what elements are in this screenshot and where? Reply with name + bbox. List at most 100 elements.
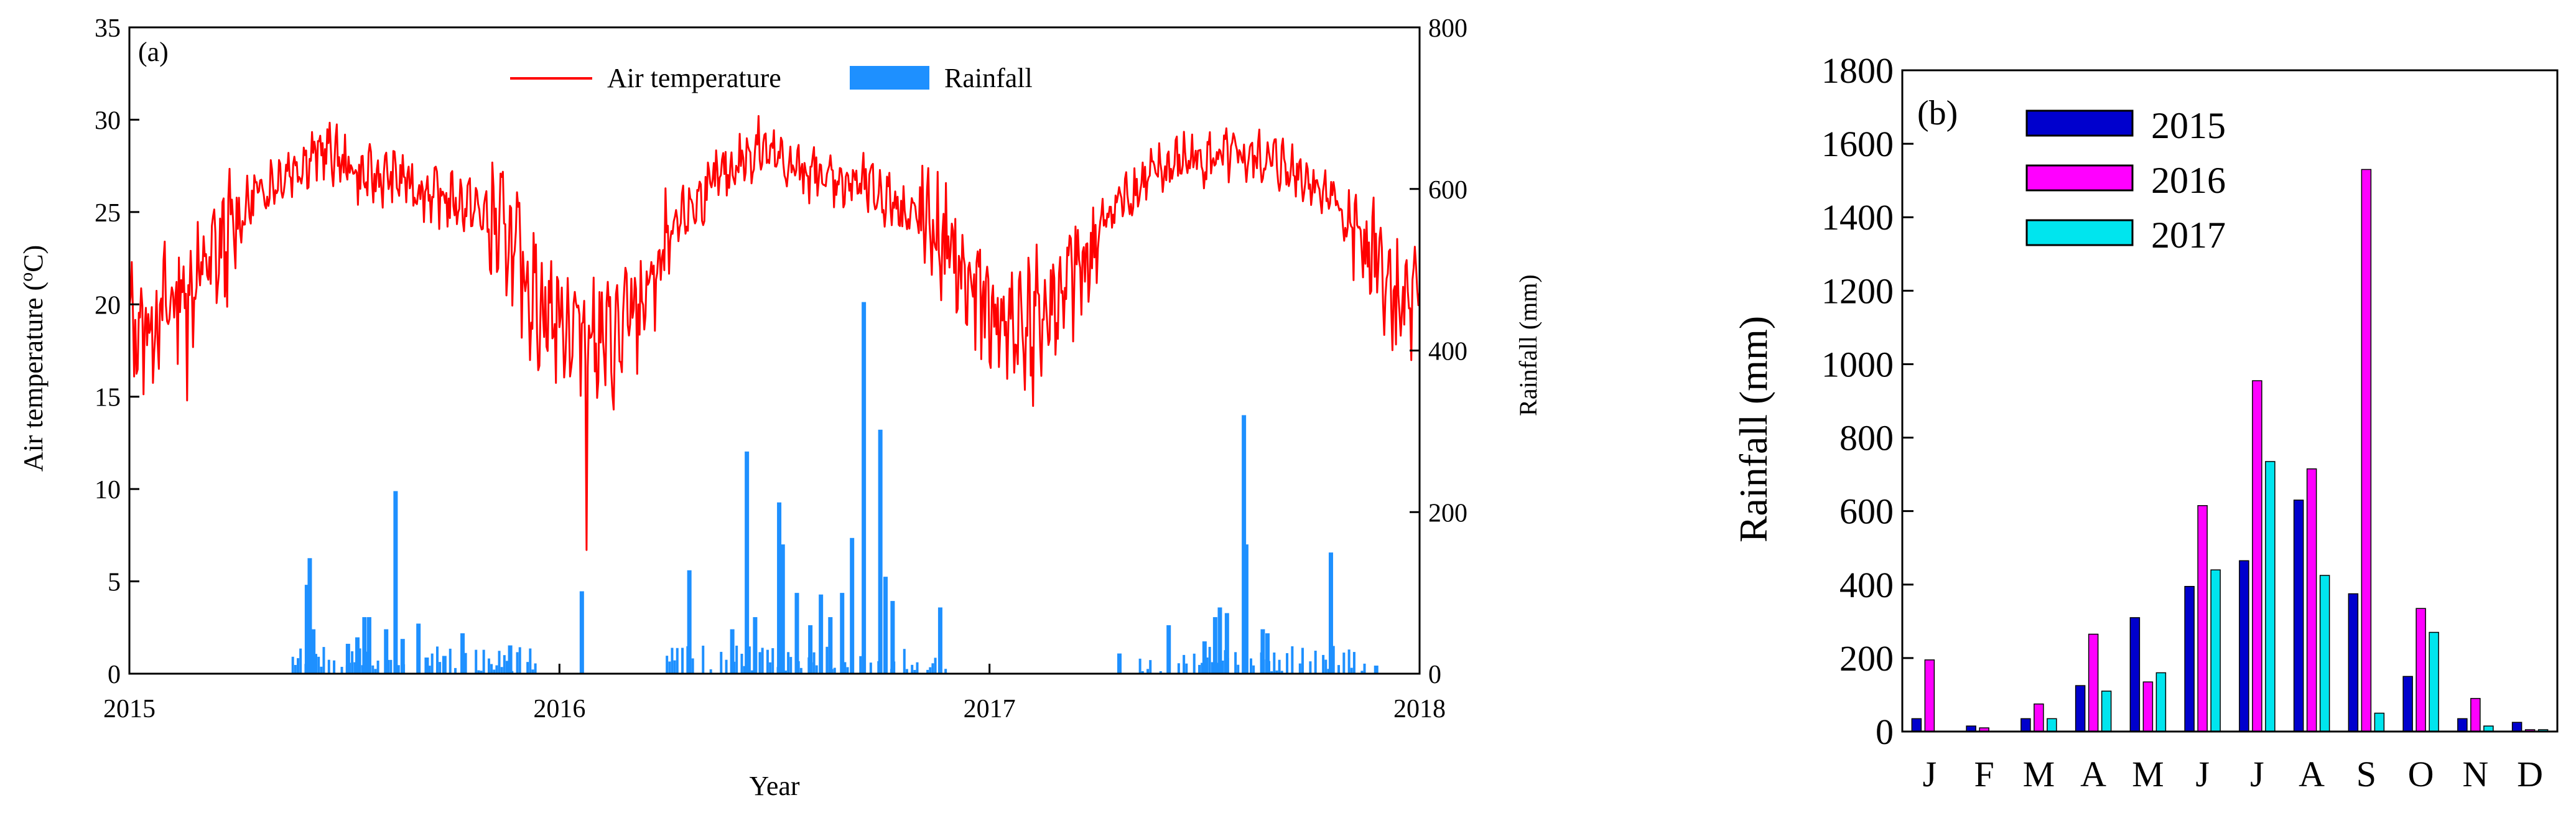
rainfall-bar [761,648,764,674]
rainfall-bar [769,662,772,674]
rainfall-bar [1219,662,1222,674]
panel-b-label: (b) [1917,94,1958,132]
bar-2016 [2416,608,2426,732]
rainfall-bar [1324,659,1328,674]
panel-a-axes: 0 5 10 15 20 25 30 35 0 200 400 600 800 2015 2016 2017 2… [95,14,1467,723]
rainfall-bar [859,656,862,674]
rainfall-bar [819,594,824,674]
rainfall-bar [748,646,751,674]
left-y-tick-label: 35 [95,14,121,43]
rainfall-bar [529,648,532,674]
rainfall-bar [681,648,684,674]
rainfall-bar [304,585,309,674]
bar-2017 [2210,569,2221,732]
legend-rainfall-swatch [850,66,929,90]
legend-rainfall-label: Rainfall [944,63,1033,93]
rainfall-bar [291,656,294,674]
rainfall-bar [934,658,937,674]
rainfall-bar [511,671,514,674]
left-axis-title-part2: C) [18,245,49,272]
rainfall-bar [735,645,738,674]
rainfall-bar [830,669,834,674]
rainfall-bar [356,647,359,674]
panel-a-temperature-rainfall-chart: 0 5 10 15 20 25 30 35 0 200 400 600 800 2015 2016 2017 2… [16,14,1542,801]
bar-2015 [2129,617,2141,732]
rainfall-bar [518,647,521,674]
rainfall-bar [828,617,833,674]
rainfall-bar [751,670,754,674]
rainfall-bar [911,664,914,674]
rainfall-bar [374,669,377,674]
panel-b-y-tick-label: 1800 [1821,50,1894,91]
bar-2017 [2319,575,2330,732]
rainfall-bar [913,669,916,674]
temperature-line [128,115,1421,551]
bar-2015 [2402,676,2413,732]
rainfall-bar [890,601,895,674]
rainfall-bar [307,558,312,674]
panel-a-x-axis-title: Year [749,771,799,801]
rainfall-bar [1301,648,1304,674]
rainfall-bar [1347,649,1351,674]
rainfall-bar [1273,652,1276,674]
right-y-tick-label: 0 [1428,661,1441,689]
rainfall-bar [893,661,896,674]
rainfall-bar [862,302,867,674]
rainfall-bar [733,661,736,674]
rainfall-bar [673,660,676,674]
rainfall-bar [745,663,748,674]
rainfall-bar [353,662,356,674]
rainfall-series [291,302,1379,674]
rainfall-bar [1138,658,1142,674]
rainfall-bar [776,667,779,674]
rainfall-bar [1201,662,1204,674]
rainfall-bar [294,664,297,674]
rainfall-bar [771,648,774,674]
rainfall-bar [1278,659,1281,674]
rainfall-bar [671,648,674,674]
panel-b-y-tick-label: 0 [1876,712,1894,752]
rainfall-bar [1262,659,1265,674]
rainfall-bar [1206,657,1209,674]
legend-2017-label: 2017 [2151,215,2226,256]
rainfall-bar [498,651,501,674]
rainfall-bar [1249,658,1252,674]
rainfall-bar [435,646,439,674]
rainfall-bar [939,656,942,674]
rainfall-bar [687,570,692,674]
rainfall-bar [1208,646,1211,674]
month-label: N [2462,754,2488,794]
left-y-tick-label: 5 [108,569,121,597]
panel-b-y-tick-label: 1600 [1821,124,1894,164]
legend-2016-label: 2016 [2151,160,2226,201]
legend-2016-swatch [2025,164,2134,192]
rainfall-bar [487,658,490,674]
rainfall-bar [1322,654,1325,674]
bar-2016 [2197,505,2208,732]
rainfall-bar [348,662,351,674]
panel-a-right-axis-title: Rainfall (mm) [1514,274,1542,416]
bar-2015 [2184,585,2195,732]
rainfall-bar [1224,650,1227,674]
rainfall-bar [929,667,932,674]
rainfall-bar [493,669,496,674]
rainfall-bar [1193,653,1196,674]
rainfall-bar [815,665,818,674]
rainfall-bar [1203,664,1206,674]
rainfall-bar [1260,629,1265,674]
rainfall-bar [916,662,919,674]
rainfall-bar [1202,641,1207,674]
rainfall-bar [1342,653,1346,674]
rainfall-bar [740,653,743,674]
left-y-tick-label: 20 [95,291,121,320]
rainfall-bar [327,659,330,674]
left-y-tick-label: 10 [95,476,121,504]
rainfall-bar [482,649,485,674]
rainfall-bar [1166,625,1171,674]
rainfall-bar [766,649,769,674]
rainfall-bar [1198,664,1201,674]
legend-2017-swatch [2025,219,2134,246]
rainfall-bar [516,652,519,674]
rainfall-bar [676,648,679,674]
